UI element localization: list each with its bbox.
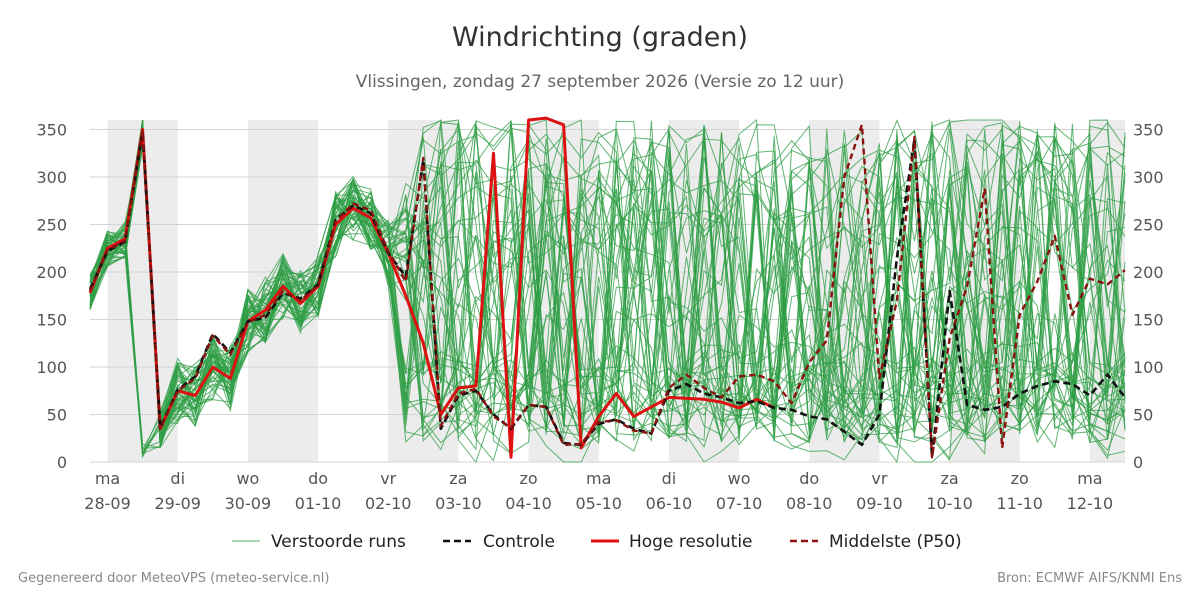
y-tick-label-left: 250 [36, 216, 67, 235]
x-tick-date: 10-10 [926, 494, 973, 513]
x-tick-day: ma [1077, 469, 1102, 488]
x-tick-date: 07-10 [716, 494, 763, 513]
legend-label-control: Controle [483, 532, 555, 552]
x-tick-day: zo [1011, 469, 1029, 488]
y-tick-label-right: 100 [1133, 358, 1164, 377]
ensemble-member-line [89, 121, 1126, 463]
x-tick-date: 01-10 [295, 494, 342, 513]
x-tick-day: do [799, 469, 819, 488]
x-tick-date: 06-10 [646, 494, 693, 513]
x-tick-day: vr [380, 469, 396, 488]
y-tick-label-left: 300 [36, 168, 67, 187]
ensemble-member-line [89, 125, 1126, 462]
x-tick-date: 28-09 [84, 494, 131, 513]
x-tick-day: zo [519, 469, 537, 488]
ensemble-member-line [89, 119, 1126, 449]
hires-line [88, 116, 775, 459]
ensemble-member-line [89, 147, 1126, 437]
y-tick-label-left: 50 [47, 406, 67, 425]
x-tick-day: di [662, 469, 677, 488]
ensemble-member-line [89, 124, 1126, 440]
ensemble-member-line [89, 126, 1126, 445]
x-tick-day: vr [871, 469, 887, 488]
ensemble-member-line [89, 130, 1126, 455]
chart-subtitle: Vlissingen, zondag 27 september 2026 (Ve… [355, 72, 845, 92]
legend-label-median: Middelste (P50) [829, 532, 962, 552]
x-tick-day: di [170, 469, 185, 488]
footer-generated-by: Gegenereerd door MeteoVPS (meteo-service… [18, 571, 330, 586]
x-tick-day: do [308, 469, 328, 488]
y-tick-label-right: 200 [1133, 263, 1164, 282]
y-tick-label-left: 150 [36, 311, 67, 330]
ensemble-member-line [89, 132, 1126, 458]
x-tick-date: 03-10 [435, 494, 482, 513]
x-tick-date: 08-10 [786, 494, 833, 513]
x-tick-date: 11-10 [996, 494, 1043, 513]
x-tick-day: za [940, 469, 958, 488]
ensemble-lines [89, 119, 1126, 464]
y-tick-label-right: 350 [1133, 121, 1164, 140]
x-tick-date: 30-09 [225, 494, 272, 513]
x-tick-day: wo [236, 469, 259, 488]
x-tick-day: ma [95, 469, 120, 488]
legend: Verstoorde runs Controle Hoge resolutie Mid… [232, 532, 962, 552]
y-tick-label-right: 0 [1133, 453, 1143, 472]
x-tick-date: 02-10 [365, 494, 412, 513]
footer-source: Bron: ECMWF AIFS/KNMI Ens [997, 571, 1182, 586]
x-tick-date: 04-10 [505, 494, 552, 513]
y-tick-label-right: 300 [1133, 168, 1164, 187]
median-line [88, 123, 1126, 459]
x-tick-day: wo [728, 469, 751, 488]
x-tick-date: 12-10 [1067, 494, 1114, 513]
x-tick-day: za [449, 469, 467, 488]
y-tick-label-right: 250 [1133, 216, 1164, 235]
main-series [88, 116, 1127, 459]
y-tick-label-left: 0 [57, 453, 67, 472]
y-tick-label-right: 150 [1133, 311, 1164, 330]
legend-label-ensemble: Verstoorde runs [271, 532, 406, 552]
y-tick-label-left: 200 [36, 263, 67, 282]
legend-label-hires: Hoge resolutie [629, 532, 753, 552]
x-tick-date: 05-10 [575, 494, 622, 513]
x-tick-day: ma [586, 469, 611, 488]
axis-labels: 0 0 50 50 100 100 150 150 200 200 250 250 300 300 350 3… [36, 121, 1163, 514]
ensemble-member-line [89, 129, 1126, 444]
x-tick-date: 09-10 [856, 494, 903, 513]
y-tick-label-left: 350 [36, 121, 67, 140]
ensemble-member-line [89, 132, 1126, 439]
x-tick-date: 29-09 [154, 494, 201, 513]
ensemble-member-line [89, 120, 1126, 455]
chart-title: Windrichting (graden) [451, 22, 749, 53]
y-tick-label-left: 100 [36, 358, 67, 377]
y-tick-label-right: 50 [1133, 406, 1153, 425]
